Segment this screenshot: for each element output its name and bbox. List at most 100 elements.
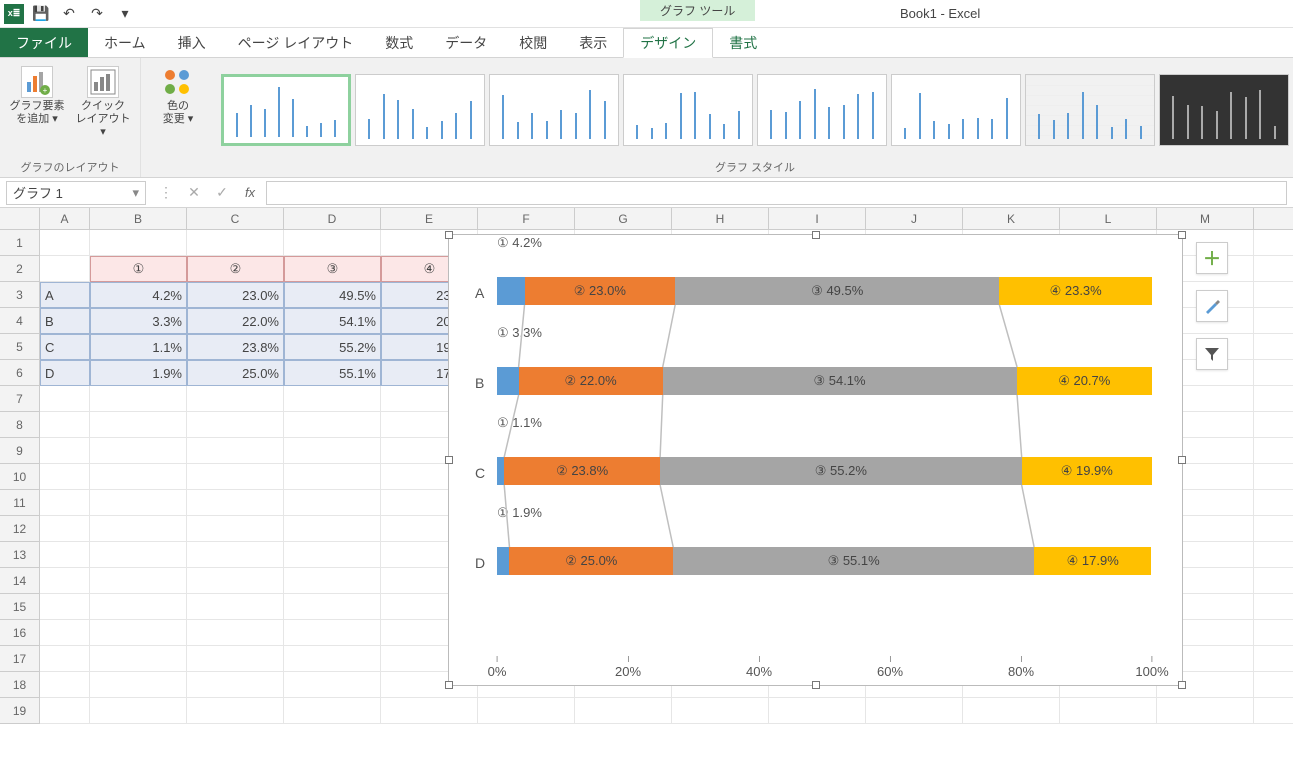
select-all-corner[interactable] <box>0 208 40 230</box>
cell[interactable] <box>1254 438 1293 464</box>
cell[interactable] <box>90 490 187 516</box>
cell[interactable] <box>284 646 381 672</box>
cell[interactable] <box>1254 464 1293 490</box>
column-header[interactable]: B <box>90 208 187 230</box>
column-header[interactable]: H <box>672 208 769 230</box>
cell[interactable] <box>187 412 284 438</box>
row-header[interactable]: 3 <box>0 282 40 308</box>
cell[interactable] <box>1254 568 1293 594</box>
cell[interactable]: 1.9% <box>90 360 187 386</box>
chart-style-thumb[interactable] <box>1159 74 1289 146</box>
chart-style-thumb[interactable] <box>221 74 351 146</box>
column-header[interactable]: N <box>1254 208 1293 230</box>
cell[interactable]: 22.0% <box>187 308 284 334</box>
row-header[interactable]: 9 <box>0 438 40 464</box>
cell[interactable]: 3.3% <box>90 308 187 334</box>
cell[interactable] <box>963 698 1060 724</box>
cell[interactable] <box>40 464 90 490</box>
chart-bar-segment[interactable] <box>497 277 525 305</box>
cell[interactable]: ① <box>90 256 187 282</box>
cell[interactable]: B <box>40 308 90 334</box>
cell[interactable] <box>187 464 284 490</box>
chart-bar-segment[interactable]: ③ 55.2% <box>660 457 1022 485</box>
change-colors-button[interactable]: 色の 変更 ▾ <box>147 62 209 130</box>
row-header[interactable]: 4 <box>0 308 40 334</box>
tab-format[interactable]: 書式 <box>713 28 773 57</box>
cell[interactable] <box>284 516 381 542</box>
cell[interactable] <box>90 438 187 464</box>
cell[interactable]: 1.1% <box>90 334 187 360</box>
cell[interactable] <box>1254 594 1293 620</box>
chart-style-thumb[interactable] <box>891 74 1021 146</box>
row-header[interactable]: 18 <box>0 672 40 698</box>
cell[interactable]: ② <box>187 256 284 282</box>
cell[interactable] <box>1254 620 1293 646</box>
chart-style-thumb[interactable] <box>1025 74 1155 146</box>
row-header[interactable]: 10 <box>0 464 40 490</box>
row-header[interactable]: 8 <box>0 412 40 438</box>
cell[interactable] <box>90 594 187 620</box>
cell[interactable] <box>187 646 284 672</box>
chart-bar-segment[interactable]: ④ 20.7% <box>1017 367 1152 395</box>
chart-bar-segment[interactable]: ③ 54.1% <box>663 367 1017 395</box>
cell[interactable] <box>284 412 381 438</box>
row-header[interactable]: 14 <box>0 568 40 594</box>
tab-page-layout[interactable]: ページ レイアウト <box>222 28 370 57</box>
cell[interactable] <box>40 646 90 672</box>
cell[interactable] <box>40 412 90 438</box>
chart-bar-segment[interactable]: ② 22.0% <box>519 367 663 395</box>
cell[interactable]: 55.2% <box>284 334 381 360</box>
row-header[interactable]: 13 <box>0 542 40 568</box>
tab-review[interactable]: 校閲 <box>503 28 563 57</box>
cell[interactable] <box>1254 282 1293 308</box>
cell[interactable] <box>575 698 672 724</box>
chart-style-thumb[interactable] <box>355 74 485 146</box>
column-header[interactable]: D <box>284 208 381 230</box>
cell[interactable]: 25.0% <box>187 360 284 386</box>
cell[interactable] <box>284 438 381 464</box>
chart-bar-segment[interactable]: ④ 19.9% <box>1022 457 1152 485</box>
column-header[interactable]: C <box>187 208 284 230</box>
cell[interactable] <box>187 594 284 620</box>
row-header[interactable]: 16 <box>0 620 40 646</box>
chart-object[interactable]: A① 4.2%② 23.0%③ 49.5%④ 23.3%B① 3.3%② 22.… <box>448 234 1183 686</box>
column-header[interactable]: K <box>963 208 1060 230</box>
cell[interactable] <box>381 698 478 724</box>
cell[interactable] <box>284 542 381 568</box>
tab-view[interactable]: 表示 <box>563 28 623 57</box>
cell[interactable]: 55.1% <box>284 360 381 386</box>
row-header[interactable]: 5 <box>0 334 40 360</box>
cell[interactable] <box>187 672 284 698</box>
cell[interactable] <box>1254 412 1293 438</box>
chart-bar-segment[interactable]: ③ 49.5% <box>675 277 999 305</box>
cell[interactable]: 23.0% <box>187 282 284 308</box>
cell[interactable] <box>1254 542 1293 568</box>
cell[interactable] <box>40 568 90 594</box>
cell[interactable] <box>40 542 90 568</box>
column-header[interactable]: F <box>478 208 575 230</box>
chart-elements-button[interactable]: ＋ <box>1196 242 1228 274</box>
cell[interactable] <box>478 698 575 724</box>
cell[interactable]: 4.2% <box>90 282 187 308</box>
cell[interactable]: C <box>40 334 90 360</box>
name-box[interactable]: グラフ 1 ▾ <box>6 181 146 205</box>
row-header[interactable]: 6 <box>0 360 40 386</box>
cell[interactable]: 49.5% <box>284 282 381 308</box>
chart-filter-button[interactable] <box>1196 338 1228 370</box>
cell[interactable] <box>90 516 187 542</box>
chart-resize-handle[interactable] <box>812 681 820 689</box>
cell[interactable] <box>284 464 381 490</box>
cell[interactable] <box>284 698 381 724</box>
cell[interactable] <box>187 516 284 542</box>
cell[interactable] <box>187 698 284 724</box>
cell[interactable] <box>1254 672 1293 698</box>
qat-customize-icon[interactable]: ▾ <box>114 3 136 25</box>
tab-home[interactable]: ホーム <box>88 28 162 57</box>
cell[interactable] <box>90 230 187 256</box>
cell[interactable] <box>284 672 381 698</box>
cell[interactable] <box>40 672 90 698</box>
cell[interactable] <box>1254 516 1293 542</box>
row-header[interactable]: 7 <box>0 386 40 412</box>
cell[interactable] <box>1254 360 1293 386</box>
cell[interactable] <box>284 490 381 516</box>
